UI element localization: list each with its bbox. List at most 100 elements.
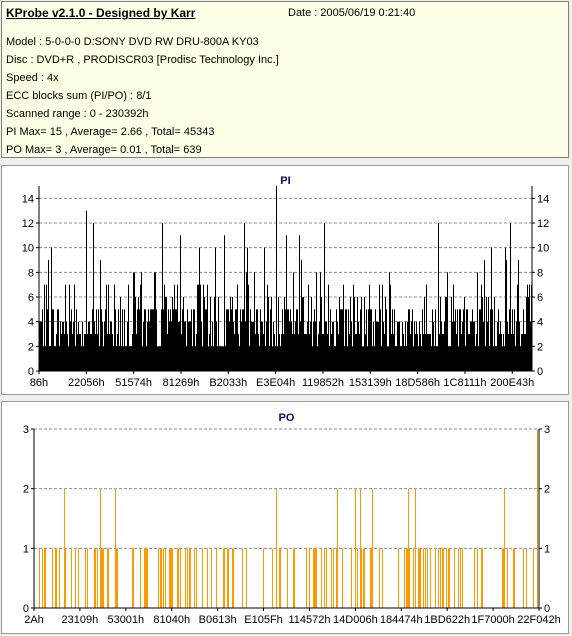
data-bar [520,346,521,371]
y-tick-label-right: 12 [537,218,549,230]
data-bar [137,309,138,371]
data-bar [378,321,379,371]
data-bar [247,247,248,371]
data-bar [333,548,334,608]
x-tick-label: 22F042h [517,614,560,626]
data-bar [371,309,372,371]
data-bar [537,429,538,608]
data-bar [318,334,319,371]
data-bar [78,548,79,608]
data-bar [101,548,102,608]
data-bar [342,548,343,608]
data-bar [437,346,438,371]
data-bar [245,321,246,371]
data-bar [196,334,197,371]
x-tick-label: 14D006h [333,614,378,626]
data-bar [275,346,276,371]
data-bar [337,321,338,371]
data-bar [146,346,147,371]
data-bar [363,548,364,608]
data-bar [216,548,217,608]
data-bar [65,284,66,371]
data-bar [241,321,242,371]
data-bar [193,309,194,371]
data-bar [68,346,69,371]
data-bar [272,548,273,608]
data-bar [477,272,478,371]
data-bar [115,488,116,608]
data-bar [177,284,178,371]
data-bar [133,272,134,371]
data-bar [449,346,450,371]
x-tick-label: 81269h [163,377,200,389]
data-bar [106,284,107,371]
data-bar [344,346,345,371]
data-bar [435,548,436,608]
data-bar [147,548,148,608]
y-tick-label-left: 1 [23,543,29,555]
data-bar [372,346,373,371]
data-bar [448,346,449,371]
info-panel: KProbe v2.1.0 - Designed by Karr Date : … [1,1,569,158]
y-tick-label-right: 10 [537,243,549,255]
data-bar [226,309,227,371]
data-bar [104,321,105,371]
info-pi-stats: PI Max= 15 , Average= 2.66 , Total= 4534… [6,126,215,138]
data-bar [443,334,444,371]
data-bar [411,321,412,371]
data-bar [155,272,156,371]
data-bar [415,334,416,371]
y-tick-label-right: 2 [544,484,550,496]
data-bar [101,309,102,371]
data-bar [67,334,68,371]
data-bar [108,284,109,371]
data-bar [398,321,399,371]
data-bar [105,309,106,371]
data-bar [450,346,451,371]
data-bar [372,488,373,608]
data-bar [350,297,351,371]
data-bar [89,321,90,371]
y-tick-label-left: 0 [23,603,29,615]
data-bar [510,223,511,371]
data-bar [276,186,277,371]
data-bar [187,309,188,371]
data-bar [321,297,322,371]
data-bar [453,284,454,371]
data-bar [289,321,290,371]
data-bar [327,334,328,371]
data-bar [493,346,494,371]
data-bar [158,346,159,371]
data-bar [246,272,247,371]
data-bar [401,346,402,371]
data-bar [183,297,184,371]
data-bar [145,309,146,371]
data-bar [361,548,362,608]
data-bar [132,334,133,371]
data-bar [191,309,192,371]
data-bar [122,309,123,371]
data-bar [52,548,53,608]
data-bar [514,548,515,608]
data-bar [479,309,480,371]
data-bar [174,284,175,371]
data-bar [87,334,88,371]
data-bar [48,260,49,371]
data-bar [445,297,446,371]
data-bar [525,334,526,371]
data-bar [116,548,117,608]
chart-title: PI [280,175,290,187]
data-bar [145,548,146,608]
data-bar [426,284,427,371]
data-bar [228,548,229,608]
data-bar [229,321,230,371]
data-bar [452,321,453,371]
data-bar [474,548,475,608]
data-bar [171,321,172,371]
data-bar [222,346,223,371]
data-bar [39,548,40,608]
data-bar [390,284,391,371]
data-bar [332,321,333,371]
data-bar [147,321,148,371]
data-bar [253,321,254,371]
